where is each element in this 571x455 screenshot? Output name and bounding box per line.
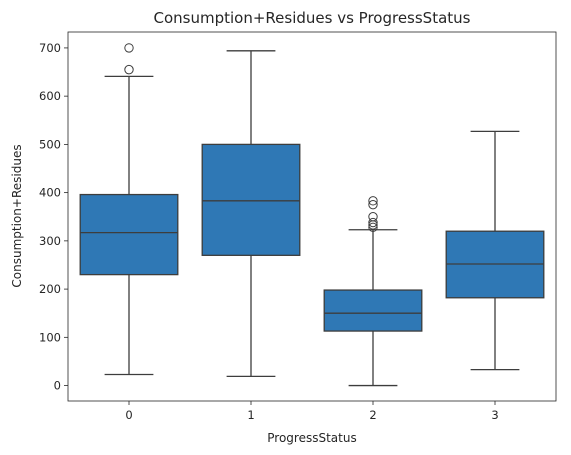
outlier-point-cat-2-0 xyxy=(368,222,378,233)
y-tick-label-100: 100 xyxy=(39,330,61,344)
box-cat-1 xyxy=(201,143,301,256)
x-tick-label-2: 2 xyxy=(369,408,376,422)
outlier-point-cat-2-5 xyxy=(368,196,378,206)
outlier-point-cat-0-0 xyxy=(124,64,134,75)
box-cat-2 xyxy=(323,289,423,332)
outlier-point-cat-2-2 xyxy=(368,217,378,228)
chart-title: Consumption+Residues vs ProgressStatus xyxy=(154,9,471,27)
x-tick-label-3: 3 xyxy=(491,408,498,422)
y-tick-label-200: 200 xyxy=(39,282,61,296)
outlier-point-cat-2-4 xyxy=(368,199,378,210)
x-tick-label-0: 0 xyxy=(125,408,132,422)
y-tick-label-500: 500 xyxy=(39,137,61,151)
x-tick-label-1: 1 xyxy=(247,408,254,422)
y-tick-label-700: 700 xyxy=(39,41,61,55)
y-tick-label-600: 600 xyxy=(39,89,61,103)
y-tick-label-0: 0 xyxy=(54,379,61,393)
outlier-point-cat-2-3 xyxy=(368,212,378,222)
y-tick-label-300: 300 xyxy=(39,234,61,248)
outlier-point-cat-0-1 xyxy=(124,43,134,53)
box-cat-0 xyxy=(79,193,179,276)
plot-area xyxy=(79,43,545,387)
y-axis-label: Consumption+Residues xyxy=(10,144,24,287)
plot-frame xyxy=(67,31,557,402)
x-axis-label: ProgressStatus xyxy=(267,431,356,445)
y-tick-label-400: 400 xyxy=(39,186,61,200)
axes: 0 100 200 300 400 500 600 700 0 1 2 3 xyxy=(39,41,499,422)
